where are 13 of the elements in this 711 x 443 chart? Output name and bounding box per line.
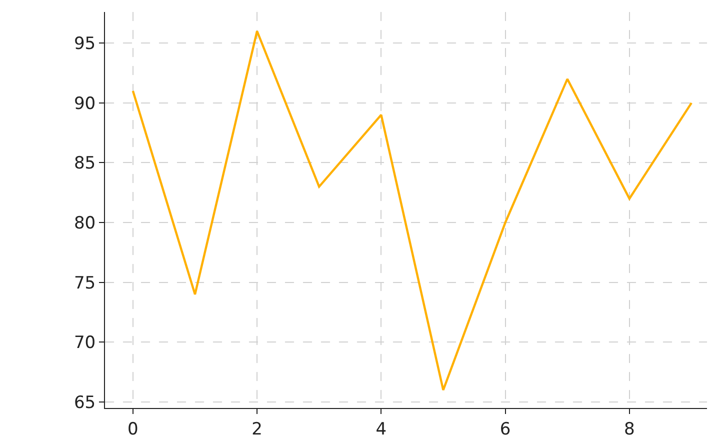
y-tick-label: 95	[74, 34, 96, 54]
y-tick-label: 90	[74, 94, 96, 114]
y-tick-label: 70	[74, 333, 96, 354]
x-tick-label: 4	[376, 419, 387, 440]
y-tick-label: 80	[74, 214, 96, 234]
line-series	[132, 30, 693, 392]
x-tick-label: 8	[624, 419, 635, 440]
x-tick-label: 6	[500, 419, 511, 440]
y-tick-label: 75	[74, 273, 96, 294]
y-tick-label: 85	[74, 154, 96, 174]
x-tick-label: 0	[128, 419, 138, 440]
y-tick-label: 65	[74, 392, 96, 413]
x-tick-label: 2	[252, 419, 262, 440]
